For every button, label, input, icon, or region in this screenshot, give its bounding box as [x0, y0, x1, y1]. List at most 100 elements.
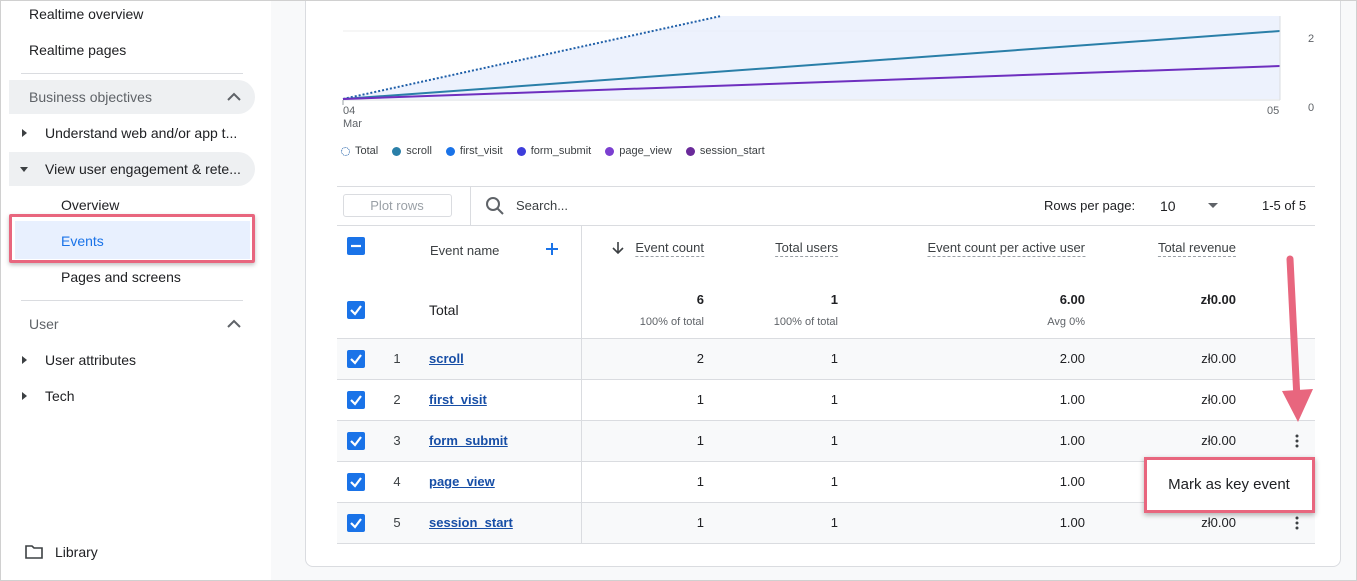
sidebar: Realtime overview Realtime pages Busines…	[1, 1, 271, 580]
row-divider	[337, 502, 1315, 503]
checkbox[interactable]	[347, 350, 365, 368]
nav-group[interactable]: Understand web and/or app t...	[45, 125, 238, 141]
nav-item[interactable]: Realtime overview	[29, 6, 144, 22]
cell-value: zł0.00	[1201, 433, 1236, 448]
legend-item[interactable]: page_view	[605, 145, 672, 157]
row-index: 1	[393, 351, 401, 366]
checkbox[interactable]	[347, 514, 365, 532]
legend-swatch	[605, 146, 615, 156]
nav-group[interactable]: User attributes	[45, 352, 137, 368]
total-note: 100% of total	[773, 316, 838, 328]
cell-value: 1	[830, 392, 838, 407]
row-divider	[337, 338, 1315, 339]
row-background	[337, 339, 1315, 379]
event-name-link[interactable]: page_view	[429, 474, 495, 489]
cell-value: 2.00	[1059, 351, 1085, 366]
nav-item[interactable]: Pages and screens	[61, 269, 181, 285]
legend-swatch	[392, 146, 402, 156]
checkbox[interactable]	[347, 432, 365, 450]
row-divider	[337, 379, 1315, 380]
legend-item[interactable]: form_submit	[516, 145, 591, 157]
legend-item[interactable]: scroll	[392, 145, 432, 157]
total-value: zł0.00	[1200, 292, 1236, 307]
cell-value: 1	[830, 351, 838, 366]
cell-value: 1.00	[1059, 433, 1085, 448]
cell-value: 1	[696, 474, 704, 489]
nav-group[interactable]: View user engagement & rete...	[45, 161, 241, 177]
nav-item[interactable]: Overview	[61, 197, 120, 213]
cell-value: 2	[696, 351, 704, 366]
plot-rows-button[interactable]	[343, 194, 452, 217]
row-divider	[337, 420, 1315, 421]
legend-label: Total	[355, 145, 379, 157]
legend-label: first_visit	[459, 145, 503, 157]
checkbox[interactable]	[347, 391, 365, 409]
section-title[interactable]: Business objectives	[29, 89, 152, 105]
rows-per-page-select[interactable]: 10	[1160, 198, 1176, 214]
column-header-text: Total revenue	[1157, 240, 1236, 257]
column-header[interactable]: Event name	[430, 243, 500, 258]
add-dimension-button[interactable]	[545, 242, 559, 261]
row-index: 3	[393, 433, 401, 448]
sidebar-icons	[20, 92, 241, 559]
checkbox[interactable]	[347, 301, 365, 319]
event-name-link[interactable]: session_start	[429, 515, 513, 530]
cell-value: 1.00	[1059, 392, 1085, 407]
total-value: 6	[696, 292, 704, 307]
nav-item[interactable]: Realtime pages	[29, 42, 127, 58]
cell-value: 1	[696, 515, 704, 530]
legend-swatch	[516, 146, 526, 156]
cell-value: zł0.00	[1201, 515, 1236, 530]
section-title[interactable]: User	[29, 316, 59, 332]
row-index: 4	[393, 474, 401, 489]
pagination-range: 1-5 of 5	[1262, 198, 1307, 213]
legend-label: scroll	[406, 145, 432, 157]
divider	[21, 300, 243, 301]
total-value: 1	[830, 292, 838, 307]
cell-value: 1.00	[1059, 515, 1085, 530]
nav-item-selected[interactable]: Events	[61, 233, 104, 249]
column-header[interactable]: Event count per active user	[927, 240, 1085, 257]
row-menu-button[interactable]	[1293, 516, 1301, 535]
row-background	[337, 421, 1315, 461]
checkbox[interactable]	[347, 473, 365, 491]
event-name-link[interactable]: form_submit	[429, 433, 508, 448]
column-header[interactable]: Total revenue	[1157, 240, 1236, 257]
library-link[interactable]: Library	[55, 544, 98, 560]
legend-item[interactable]: first_visit	[445, 145, 503, 157]
row-divider	[337, 543, 1315, 544]
cell-value: 1	[830, 433, 838, 448]
event-name-link[interactable]: scroll	[429, 351, 464, 366]
selected-highlight	[15, 221, 250, 259]
column-header[interactable]: Total users	[775, 240, 838, 257]
nav-group[interactable]: Tech	[45, 388, 75, 404]
column-header-text: Event count	[635, 240, 704, 257]
total-value: 6.00	[1059, 292, 1085, 307]
divider	[337, 225, 1315, 226]
menu-item[interactable]: Mark as key event	[1168, 476, 1290, 493]
row-menu-button[interactable]	[1293, 434, 1301, 453]
divider	[470, 186, 471, 226]
divider	[337, 186, 1315, 187]
divider	[21, 73, 243, 74]
column-header-text: Total users	[775, 240, 838, 257]
column-header[interactable]: Event count	[635, 240, 704, 257]
search-icon	[486, 197, 504, 215]
legend-swatch	[445, 146, 455, 156]
checkbox[interactable]	[347, 237, 365, 255]
legend: Total scroll first_visit form_submit page_vi…	[341, 143, 765, 159]
event-name-link[interactable]: first_visit	[429, 392, 487, 407]
cell-value: zł0.00	[1201, 392, 1236, 407]
row-divider	[337, 461, 1315, 462]
y-axis-label: 0	[1308, 102, 1315, 114]
dropdown-arrow	[1208, 203, 1218, 208]
search-input[interactable]: Search...	[516, 198, 569, 213]
cell-value: 1.00	[1059, 474, 1085, 489]
legend-item[interactable]: Total	[341, 145, 378, 157]
context-menu	[1144, 457, 1315, 513]
row-index: 2	[393, 392, 401, 407]
legend-item[interactable]: session_start	[685, 145, 765, 157]
cell-value: 1	[830, 515, 838, 530]
